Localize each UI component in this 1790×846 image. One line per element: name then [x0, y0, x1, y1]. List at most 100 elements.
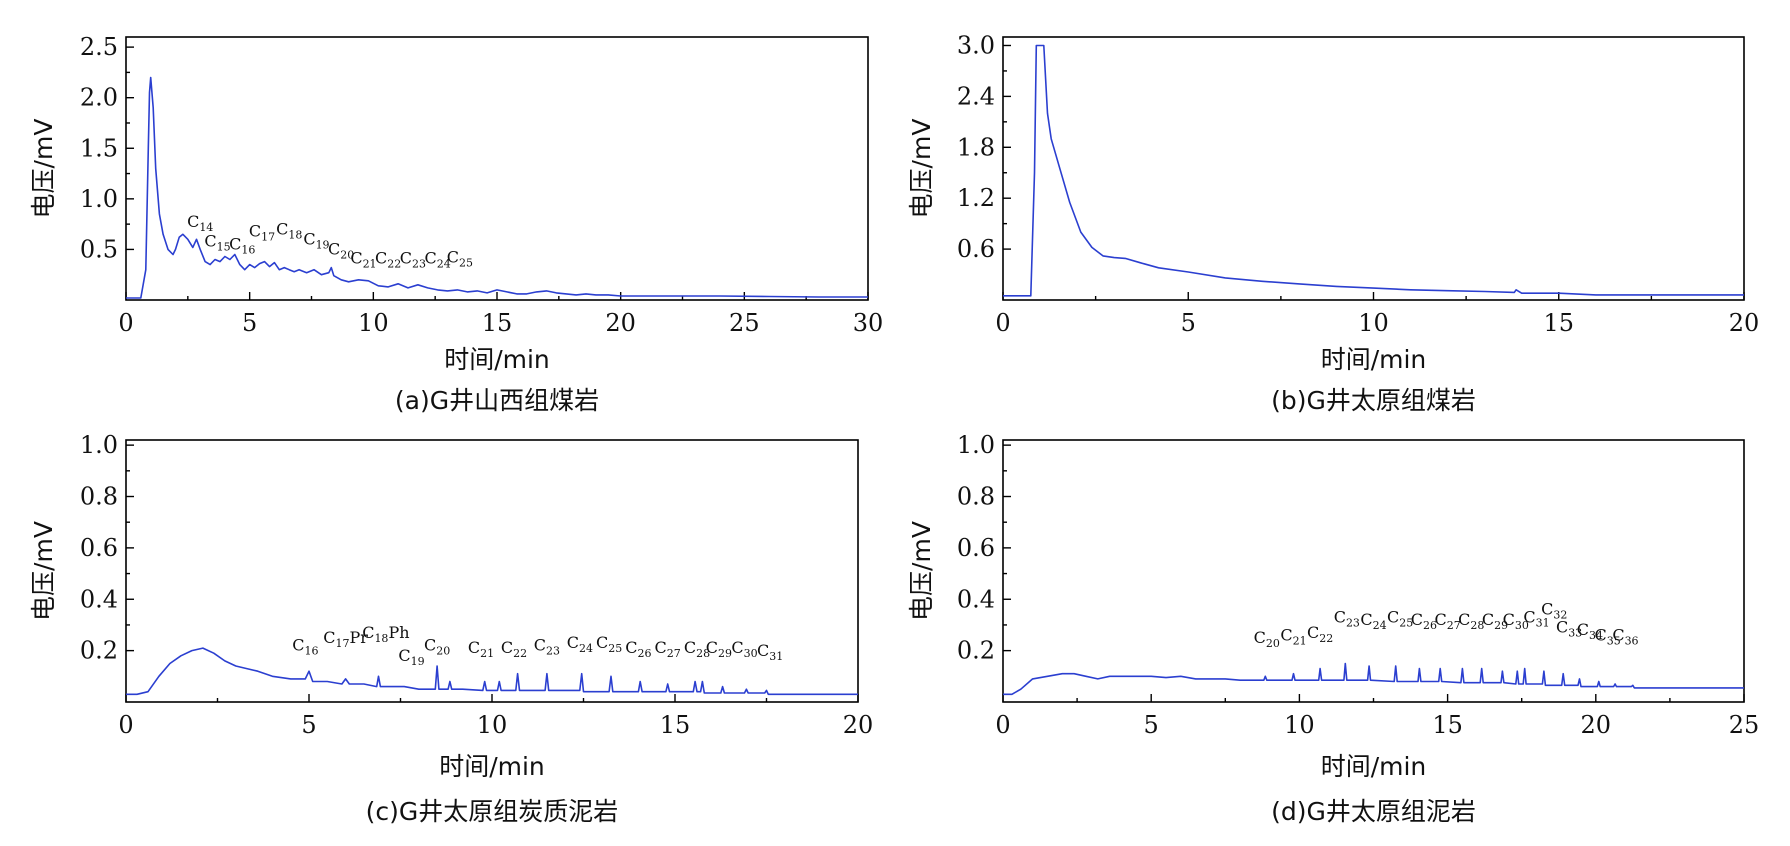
- y-tick-label: 0.8: [957, 483, 995, 511]
- peak-label: C28: [1458, 610, 1484, 632]
- peak-label: C23: [400, 249, 426, 271]
- peak-label: C24: [567, 633, 593, 655]
- peak-label: C20: [424, 636, 450, 658]
- y-tick-label: 0.6: [957, 534, 995, 562]
- x-axis-label: 时间/min: [1321, 752, 1427, 781]
- peak-label: C21: [350, 249, 376, 271]
- y-tick-label: 1.8: [957, 133, 995, 161]
- peak-label: C22: [501, 638, 527, 660]
- x-tick-label: 5: [301, 711, 316, 739]
- plot-frame: [1002, 36, 1745, 301]
- chart-panel-c: 0 5 10 15 20 0.2 0.4 0.6 0.8 1.0 电压/mV 时间/min (c)G井太…: [29, 431, 873, 826]
- chromatogram-trace: [126, 647, 858, 696]
- peak-label: C16: [292, 636, 318, 658]
- peak-label: C24: [1360, 610, 1386, 632]
- panel-caption: (c)G井太原组炭质泥岩: [366, 797, 619, 826]
- x-tick-label: 25: [729, 309, 760, 337]
- y-tick-label: 1.5: [80, 134, 118, 162]
- chromatogram-trace: [1003, 44, 1744, 297]
- peak-label: C20: [1254, 628, 1280, 650]
- panel-caption: (d)G井太原组泥岩: [1271, 797, 1476, 826]
- y-axis-label: 电压/mV: [907, 119, 936, 219]
- plot-frame: [1002, 439, 1745, 703]
- x-tick-label: 10: [477, 711, 508, 739]
- chart-panel-b: 0 5 10 15 20 0.6 1.2 1.8 2.4 3.0 电压/mV 时间/min (b)G井太…: [907, 31, 1759, 415]
- y-tick-label: 0.6: [80, 534, 118, 562]
- chromatogram-trace: [1003, 662, 1744, 696]
- y-tick-label: 0.2: [957, 637, 995, 665]
- x-tick-label: 15: [1543, 309, 1574, 337]
- x-tick-label: 0: [118, 309, 133, 337]
- y-tick-label: 0.4: [957, 585, 995, 613]
- y-axis-label: 电压/mV: [29, 521, 58, 621]
- peak-label: C25: [447, 248, 473, 270]
- peak-label: C23: [534, 636, 560, 658]
- peak-label: C36: [1612, 625, 1638, 647]
- panel-caption: (a)G井山西组煤岩: [395, 386, 599, 415]
- y-tick-label: 0.8: [80, 483, 118, 511]
- peak-label: C27: [1434, 610, 1460, 632]
- x-tick-label: 15: [660, 711, 691, 739]
- peak-label: C21: [1280, 625, 1306, 647]
- peak-label: C26: [625, 638, 651, 660]
- x-tick-label: 20: [1581, 711, 1612, 739]
- x-tick-label: 0: [995, 711, 1010, 739]
- y-tick-label: 2.0: [80, 84, 118, 112]
- x-tick-label: 10: [1358, 309, 1389, 337]
- peak-label: C25: [1387, 607, 1413, 629]
- y-tick-label: 0.4: [80, 585, 118, 613]
- peak-label: C19: [303, 229, 329, 251]
- chromatogram-trace: [126, 76, 868, 299]
- y-tick-label: 0.6: [957, 235, 995, 263]
- peak-label: C26: [1411, 610, 1437, 632]
- y-axis-label: 电压/mV: [29, 119, 58, 219]
- peak-label: C19: [398, 646, 424, 668]
- x-tick-label: 15: [1432, 711, 1463, 739]
- panel-caption: (b)G井太原组煤岩: [1271, 386, 1476, 415]
- peak-label: C30: [731, 638, 757, 660]
- peak-label: C22: [1307, 623, 1333, 645]
- chart-panel-a: 0 5 10 15 20 25 30 0.5 1.0 1.5 2.0 2.5 电压/mV 时间/min (a…: [29, 33, 883, 415]
- peak-label: C21: [468, 638, 494, 660]
- y-axis-label: 电压/mV: [907, 521, 936, 621]
- y-tick-label: 3.0: [957, 31, 995, 59]
- peak-label: C27: [655, 638, 681, 660]
- peak-label: C22: [375, 249, 401, 271]
- x-tick-label: 0: [118, 711, 133, 739]
- peak-label: C29: [706, 638, 732, 660]
- x-axis-label: 时间/min: [444, 345, 550, 374]
- y-tick-label: 2.4: [957, 82, 995, 110]
- x-axis-label: 时间/min: [439, 752, 545, 781]
- plot-frame: [125, 439, 859, 703]
- x-tick-label: 5: [1144, 711, 1159, 739]
- x-tick-label: 20: [1729, 309, 1760, 337]
- peak-label: C17: [249, 221, 275, 243]
- x-tick-label: 5: [242, 309, 257, 337]
- x-tick-label: 25: [1729, 711, 1760, 739]
- chart-panel-d: 0 5 10 15 20 25 0.2 0.4 0.6 0.8 1.0 电压/mV 时间/min (d)G…: [907, 431, 1759, 826]
- y-tick-label: 2.5: [80, 33, 118, 61]
- x-tick-label: 20: [843, 711, 874, 739]
- x-tick-label: 0: [995, 309, 1010, 337]
- y-tick-label: 1.2: [957, 184, 995, 212]
- x-tick-label: 10: [358, 309, 389, 337]
- peak-label: C18Ph: [362, 623, 409, 645]
- x-tick-label: 5: [1181, 309, 1196, 337]
- peak-label: C23: [1334, 607, 1360, 629]
- y-tick-label: 1.0: [80, 185, 118, 213]
- x-axis-label: 时间/min: [1321, 345, 1427, 374]
- x-tick-label: 15: [482, 309, 513, 337]
- peak-label: C18: [276, 219, 302, 241]
- peak-label: C15: [204, 231, 230, 253]
- x-tick-label: 20: [605, 309, 636, 337]
- x-tick-label: 30: [853, 309, 884, 337]
- y-tick-label: 1.0: [957, 431, 995, 459]
- peak-label: C31: [757, 641, 783, 663]
- x-tick-label: 10: [1284, 711, 1315, 739]
- peak-label: C17Pr: [323, 628, 368, 650]
- y-tick-label: 0.5: [80, 235, 118, 263]
- peak-label: C25: [596, 633, 622, 655]
- y-tick-label: 0.2: [80, 637, 118, 665]
- y-tick-label: 1.0: [80, 431, 118, 459]
